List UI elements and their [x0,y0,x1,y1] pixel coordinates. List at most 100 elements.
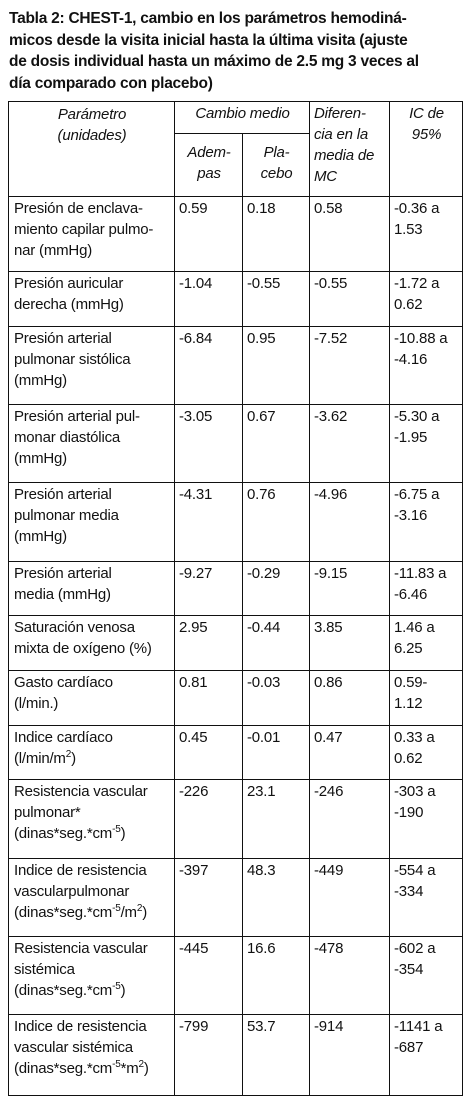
param-cell: Saturación venosa mixta de oxígeno (%) [8,615,175,672]
header-diferencia: Diferen- cia en la media de MC [309,101,390,197]
param-cell: Presión arterial media (mmHg) [8,560,175,617]
table-row: Indice de resistencia vascular sistémica(… [8,1014,463,1096]
table-row: Presión auricular derecha (mmHg) -1.04 -0… [8,271,463,327]
title-line: micos desde la visita inicial hasta la ú… [9,31,408,49]
ic-cell: -303 a -190 [389,779,463,859]
diferencia-cell: -7.52 [309,325,390,406]
adempas-cell: 0.81 [174,670,243,726]
param-cell: Indice cardíaco (l/min/m2) [8,724,175,781]
header-ic-line2: 95% [411,126,442,143]
table-row: Presión de enclava-miento capilar pulmo-… [8,195,463,273]
adempas-cell: -3.05 [174,404,243,484]
header-row-2: Adem- pas Pla- cebo [9,132,463,197]
adempas-cell: -9.27 [174,560,243,617]
table-row: Presión arterial pulmonar media (mmHg) -4.… [8,482,463,562]
adempas-cell: -226 [174,779,243,859]
header-cambio-medio: Cambio medio [174,101,310,134]
param-cell: Resistencia vascular pulmonar* (dinas*seg.… [8,779,175,859]
adempas-cell: -397 [174,857,243,938]
placebo-cell: 16.6 [242,936,310,1016]
param-cell: Presión arterial pulmonar sistólica (mmHg) [8,325,175,406]
ic-cell: -554 a -334 [389,857,463,938]
adempas-cell: 2.95 [174,615,243,672]
param-cell: Presión arterial pulmonar media (mmHg) [8,482,175,562]
table-row: Resistencia vascular sistémica (dinas*seg.… [8,936,463,1016]
header-plac-line2: cebo [260,164,293,182]
diferencia-cell: -4.96 [309,482,390,562]
header-adem-line1: Adem- [187,143,231,161]
placebo-cell: -0.55 [242,271,310,327]
header-adem-line2: pas [197,164,221,182]
table-title: Tabla 2: CHEST-1, cambio en los parámetr… [9,8,465,94]
header-placebo: Pla- cebo [242,132,310,197]
header-ic-line1: IC de [409,105,444,122]
adempas-cell: 0.59 [174,195,243,273]
ic-cell: -1.72 a 0.62 [389,271,463,327]
table-row: Resistencia vascular pulmonar* (dinas*seg.… [8,779,463,859]
ic-cell: -11.83 a -6.46 [389,560,463,617]
placebo-cell: -0.44 [242,615,310,672]
diferencia-cell: -0.55 [309,271,390,327]
param-cell: Indice de resistencia vascularpulmonar (di… [8,857,175,938]
table-row: Indice de resistencia vascularpulmonar (di… [8,857,463,938]
diferencia-cell: -3.62 [309,404,390,484]
diferencia-cell: -914 [309,1014,390,1096]
ic-cell: -6.75 a -3.16 [389,482,463,562]
diferencia-cell: -449 [309,857,390,938]
adempas-cell: -6.84 [174,325,243,406]
diferencia-cell: 0.47 [309,724,390,781]
title-line: de dosis individual hasta un máximo de 2… [9,53,419,70]
placebo-cell: -0.03 [242,670,310,726]
header-dif-line3: media de [314,147,375,164]
title-line: Tabla 2: CHEST-1, cambio en los parámetr… [9,10,407,27]
diferencia-cell: 0.86 [309,670,390,726]
header-plac-line1: Pla- [263,143,290,161]
diferencia-cell: 0.58 [309,195,390,273]
ic-cell: -5.30 a -1.95 [389,404,463,484]
diferencia-cell: -478 [309,936,390,1016]
title-line: día comparado con placebo) [9,74,213,92]
placebo-cell: 0.18 [242,195,310,273]
adempas-cell: -799 [174,1014,243,1096]
table-row: Gasto cardíaco (l/min.) 0.81 -0.03 0.86 0… [8,670,463,726]
ic-cell: -602 a -354 [389,936,463,1016]
table-row: Presión arterial pul-monar diastólica (mm… [8,404,463,484]
header-parametro-line1: Parámetro [57,106,127,123]
param-cell: Presión arterial pul-monar diastólica (mm… [8,404,175,484]
placebo-cell: 0.67 [242,404,310,484]
diferencia-cell: 3.85 [309,615,390,672]
adempas-cell: -445 [174,936,243,1016]
adempas-cell: 0.45 [174,724,243,781]
placebo-cell: 0.95 [242,325,310,406]
placebo-cell: 0.76 [242,482,310,562]
header-parametro: Parámetro (unidades) [8,101,175,197]
placebo-cell: -0.01 [242,724,310,781]
param-cell: Gasto cardíaco (l/min.) [8,670,175,726]
header-dif-line1: Diferen- [314,105,366,122]
ic-cell: 0.33 a 0.62 [389,724,463,781]
param-cell: Presión de enclava-miento capilar pulmo-… [8,195,175,273]
header-adempas: Adem- pas [174,132,243,197]
header-dif-line2: cia en la [314,126,369,143]
ic-cell: 1.46 a 6.25 [389,615,463,672]
diferencia-cell: -9.15 [309,560,390,617]
ic-cell: -1141 a -687 [389,1014,463,1096]
placebo-cell: 53.7 [242,1014,310,1096]
ic-cell: -0.36 a 1.53 [389,195,463,273]
diferencia-cell: -246 [309,779,390,859]
adempas-cell: -1.04 [174,271,243,327]
header-row-1: Parámetro (unidades) Cambio medio Difere… [8,101,463,197]
header-dif-line4: MC [314,168,337,185]
header-ic: IC de 95% [389,101,463,197]
param-cell: Indice de resistencia vascular sistémica(… [8,1014,175,1096]
param-cell: Resistencia vascular sistémica (dinas*seg.… [8,936,175,1016]
placebo-cell: -0.29 [242,560,310,617]
table-row: Saturación venosa mixta de oxígeno (%) 2.… [8,615,463,672]
ic-cell: -10.88 a -4.16 [389,325,463,406]
ic-cell: 0.59- 1.12 [389,670,463,726]
placebo-cell: 48.3 [242,857,310,938]
param-cell: Presión auricular derecha (mmHg) [8,271,175,327]
table-row: Indice cardíaco (l/min/m2) 0.45 -0.01 0.4… [8,724,463,781]
table-row: Presión arterial media (mmHg) -9.27 -0.29… [8,560,463,617]
placebo-cell: 23.1 [242,779,310,859]
